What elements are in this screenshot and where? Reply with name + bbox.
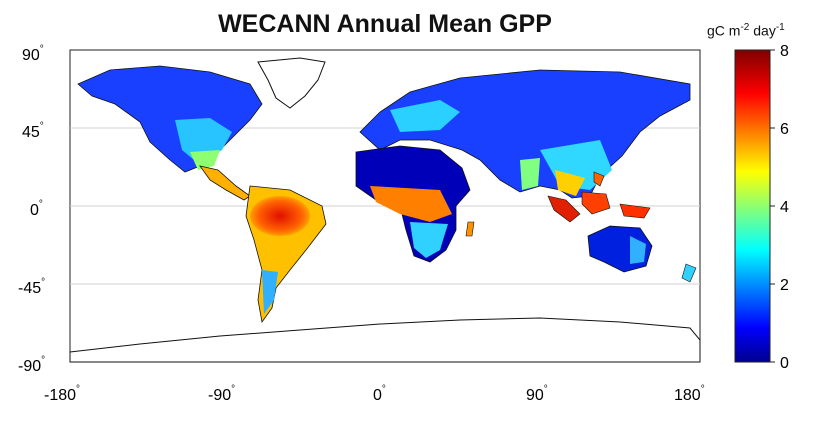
colorbar-label-6: 6 bbox=[780, 121, 789, 138]
y-tick-label-90s: -90° bbox=[18, 355, 45, 375]
colorbar-label-8: 8 bbox=[780, 43, 789, 60]
unit-exp-2: -1 bbox=[775, 22, 785, 33]
india-region bbox=[520, 158, 540, 190]
east-australia-region bbox=[630, 236, 646, 264]
y-tick-label-90n: 90° bbox=[22, 44, 44, 64]
patagonia-region bbox=[262, 270, 278, 314]
southern-africa-region bbox=[410, 222, 448, 258]
x-tick-label-90w: -90° bbox=[208, 384, 235, 404]
x-tick-label-90e: 90° bbox=[526, 384, 548, 404]
sumatra-land bbox=[547, 195, 581, 223]
borneo-land bbox=[581, 191, 611, 215]
madagascar-land bbox=[465, 221, 475, 237]
new-zealand-land bbox=[681, 263, 697, 283]
x-tick-label-180w: -180° bbox=[44, 384, 80, 404]
philippines-land bbox=[593, 171, 605, 187]
colorbar-unit-label: gC m-2 day-1 bbox=[707, 22, 785, 39]
antarctica-outline bbox=[69, 317, 701, 363]
greenland-outline bbox=[257, 57, 326, 109]
colorbar bbox=[734, 49, 771, 363]
colorbar-label-0: 0 bbox=[780, 355, 789, 372]
southeast-us-region bbox=[190, 150, 220, 170]
colorbar-label-4: 4 bbox=[780, 199, 789, 216]
colorbar-label-2: 2 bbox=[780, 277, 789, 294]
unit-exp-1: -2 bbox=[740, 22, 750, 33]
amazon-region bbox=[250, 196, 310, 236]
y-tick-label-0: 0° bbox=[30, 199, 43, 219]
x-tick-label-0: 0° bbox=[373, 384, 386, 404]
unit-mid: day bbox=[749, 22, 776, 39]
central-africa-region bbox=[370, 186, 452, 222]
y-tick-label-45s: -45° bbox=[18, 277, 45, 297]
eastern-us-region bbox=[175, 118, 232, 165]
map-title: WECANN Annual Mean GPP bbox=[218, 10, 552, 38]
y-tick-label-45n: 45° bbox=[22, 121, 44, 141]
europe-region bbox=[390, 100, 460, 132]
x-tick-label-180e: 180° bbox=[674, 384, 705, 404]
southeast-asia-region bbox=[555, 170, 585, 196]
new-guinea-land bbox=[619, 203, 651, 219]
central-america-land bbox=[199, 165, 251, 201]
unit-prefix: gC m bbox=[707, 22, 741, 39]
